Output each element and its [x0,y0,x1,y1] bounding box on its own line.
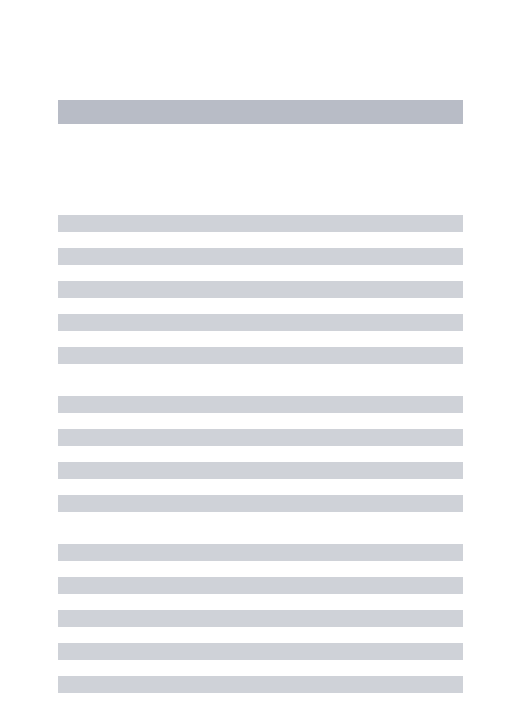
Bar [58,215,463,232]
Bar [58,314,463,331]
Bar [58,462,463,479]
Bar [58,347,463,364]
Bar [58,396,463,413]
Bar [58,544,463,561]
Bar [58,676,463,693]
Bar [58,100,463,124]
Bar [58,248,463,265]
Bar [58,281,463,298]
Bar [58,577,463,594]
Bar [58,495,463,512]
Bar [58,610,463,627]
Bar [58,643,463,660]
Bar [58,429,463,446]
